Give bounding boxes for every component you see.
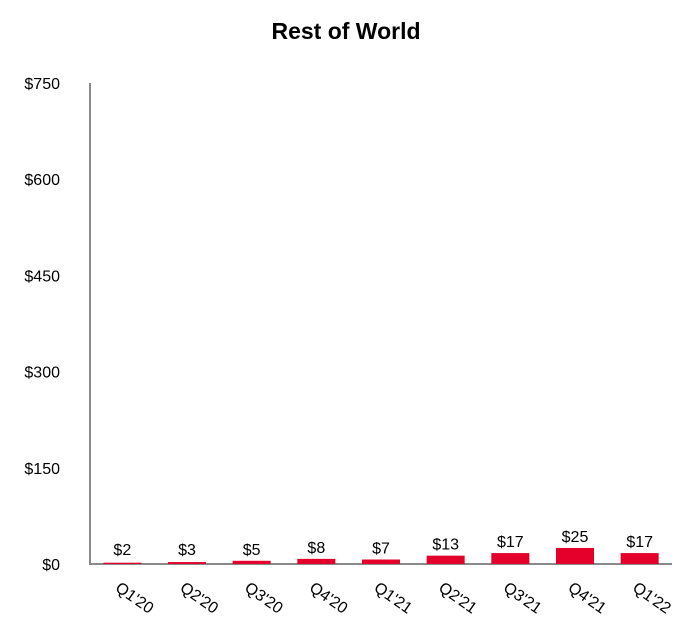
data-label: $7	[372, 541, 390, 558]
data-labels: $2 $3 $5 $8 $7 $13 $17 $25 $17	[113, 529, 653, 559]
data-label: $3	[178, 542, 196, 559]
bar	[168, 562, 206, 564]
x-tick-label: Q2'20	[177, 579, 221, 617]
bar	[362, 559, 400, 564]
x-tick-label: Q4'20	[306, 579, 350, 617]
x-tick-label: Q1'22	[629, 579, 673, 617]
x-tick-label: Q1'20	[112, 579, 156, 617]
y-tick-label: $600	[24, 172, 60, 189]
data-label: $8	[307, 540, 325, 557]
y-tick-label: $150	[24, 461, 60, 478]
bar	[103, 562, 142, 564]
x-tick-label: Q3'21	[500, 579, 544, 617]
data-label: $25	[562, 529, 589, 546]
bar	[491, 553, 530, 564]
chart-title: Rest of World	[271, 18, 420, 44]
x-tick-label: Q2'21	[435, 579, 479, 617]
data-label: $17	[497, 534, 524, 551]
y-axis: $0 $150 $300 $450 $600 $750	[24, 76, 91, 574]
y-tick-label: $750	[24, 76, 60, 93]
bar	[556, 547, 594, 564]
data-label: $13	[432, 537, 459, 554]
bar	[426, 555, 465, 564]
bar	[297, 558, 336, 564]
y-tick-label: $300	[24, 365, 60, 382]
x-axis: Q1'20 Q2'20 Q3'20 Q4'20 Q1'21 Q2'21 Q3'21 Q4'21…	[89, 563, 674, 618]
data-label: $2	[113, 542, 131, 559]
x-tick-label: Q3'20	[241, 579, 285, 617]
bar	[620, 553, 659, 564]
bar	[232, 560, 271, 564]
bars	[103, 547, 659, 564]
data-label: $5	[243, 542, 261, 559]
x-tick-label: Q1'21	[371, 579, 415, 617]
y-tick-label: $0	[42, 557, 60, 574]
y-tick-label: $450	[24, 268, 60, 285]
data-label: $17	[626, 534, 653, 551]
x-tick-label: Q4'21	[565, 579, 609, 617]
